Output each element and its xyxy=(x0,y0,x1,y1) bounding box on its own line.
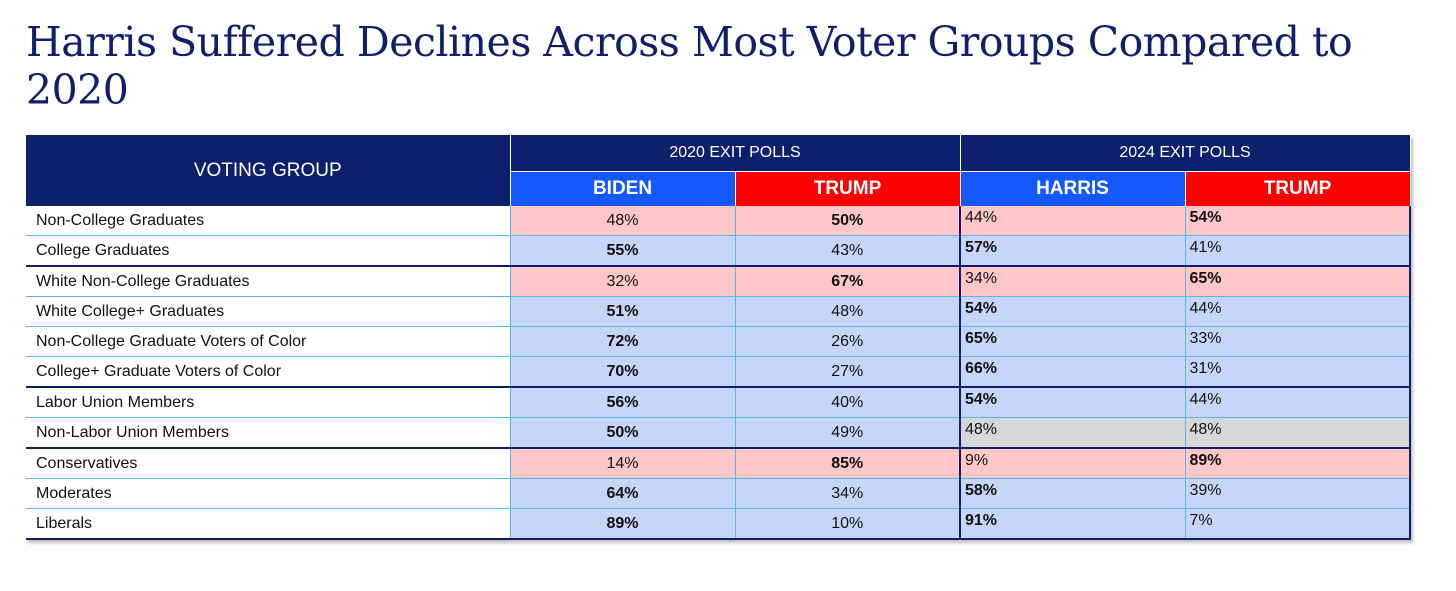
biden-value: 72% xyxy=(510,326,736,357)
harris-value: 9% xyxy=(959,448,1186,479)
biden-value: 48% xyxy=(510,206,736,236)
harris-value: 91% xyxy=(959,508,1186,540)
trump-2020-value: 26% xyxy=(735,326,961,357)
group-label: White College+ Graduates xyxy=(26,296,511,327)
table-row: White Non-College Graduates 32% 67% 34% … xyxy=(26,266,1411,297)
table-row: College+ Graduate Voters of Color 70% 27… xyxy=(26,356,1411,388)
chart-title: Harris Suffered Declines Across Most Vot… xyxy=(26,18,1353,114)
harris-value: 54% xyxy=(959,387,1186,418)
biden-value: 51% xyxy=(510,296,736,327)
harris-value: 48% xyxy=(959,417,1186,449)
group-label: College+ Graduate Voters of Color xyxy=(26,356,511,388)
group-label: Moderates xyxy=(26,478,511,509)
trump-2020-value: 67% xyxy=(735,266,961,297)
harris-value: 66% xyxy=(959,356,1186,388)
trump-2024-value: 31% xyxy=(1185,356,1411,388)
table-row: Labor Union Members 56% 40% 54% 44% xyxy=(26,387,1411,418)
harris-value: 65% xyxy=(959,326,1186,357)
biden-header: BIDEN xyxy=(510,171,736,206)
trump-2024-header: TRUMP xyxy=(1185,171,1411,206)
trump-2024-value: 65% xyxy=(1185,266,1411,297)
harris-value: 57% xyxy=(959,235,1186,267)
trump-2024-value: 33% xyxy=(1185,326,1411,357)
trump-2024-value: 41% xyxy=(1185,235,1411,267)
trump-2020-value: 43% xyxy=(735,235,961,267)
group-label: Conservatives xyxy=(26,448,511,479)
table-row: Conservatives 14% 85% 9% 89% xyxy=(26,448,1411,479)
table-row: Moderates 64% 34% 58% 39% xyxy=(26,478,1411,509)
biden-value: 56% xyxy=(510,387,736,418)
trump-2024-value: 48% xyxy=(1185,417,1411,449)
group-label: White Non-College Graduates xyxy=(26,266,511,297)
group-label: Non-Labor Union Members xyxy=(26,417,511,449)
table-row: College Graduates 55% 43% 57% 41% xyxy=(26,235,1411,267)
biden-value: 50% xyxy=(510,417,736,449)
group-label: College Graduates xyxy=(26,235,511,267)
harris-value: 58% xyxy=(959,478,1186,509)
biden-value: 64% xyxy=(510,478,736,509)
group-label: Non-College Graduates xyxy=(26,206,511,236)
trump-2020-value: 34% xyxy=(735,478,961,509)
voting-group-header: VOTING GROUP xyxy=(26,135,511,206)
biden-value: 55% xyxy=(510,235,736,267)
trump-2020-value: 85% xyxy=(735,448,961,479)
trump-2020-value: 10% xyxy=(735,508,961,540)
table-row: Non-College Graduates 48% 50% 44% 54% xyxy=(26,206,1411,236)
harris-value: 34% xyxy=(959,266,1186,297)
table-row: Non-Labor Union Members 50% 49% 48% 48% xyxy=(26,417,1411,449)
trump-2020-value: 50% xyxy=(735,206,961,236)
biden-value: 89% xyxy=(510,508,736,540)
biden-value: 14% xyxy=(510,448,736,479)
trump-2020-header: TRUMP xyxy=(735,171,961,206)
trump-2020-value: 27% xyxy=(735,356,961,388)
trump-2024-value: 7% xyxy=(1185,508,1411,540)
trump-2020-value: 49% xyxy=(735,417,961,449)
group-label: Non-College Graduate Voters of Color xyxy=(26,326,511,357)
trump-2024-value: 89% xyxy=(1185,448,1411,479)
trump-2020-value: 40% xyxy=(735,387,961,418)
table-row: Liberals 89% 10% 91% 7% xyxy=(26,508,1411,540)
trump-2020-value: 48% xyxy=(735,296,961,327)
year-2024-header: 2024 EXIT POLLS xyxy=(960,135,1411,172)
harris-value: 54% xyxy=(959,296,1186,327)
table-body: Non-College Graduates 48% 50% 44% 54% Co… xyxy=(26,206,1411,540)
harris-value: 44% xyxy=(959,206,1186,236)
trump-2024-value: 54% xyxy=(1185,206,1411,236)
table-row: White College+ Graduates 51% 48% 54% 44% xyxy=(26,296,1411,327)
year-2020-header: 2020 EXIT POLLS xyxy=(510,135,961,172)
trump-2024-value: 44% xyxy=(1185,296,1411,327)
trump-2024-value: 44% xyxy=(1185,387,1411,418)
biden-value: 32% xyxy=(510,266,736,297)
biden-value: 70% xyxy=(510,356,736,388)
trump-2024-value: 39% xyxy=(1185,478,1411,509)
table-row: Non-College Graduate Voters of Color 72%… xyxy=(26,326,1411,357)
exit-poll-table: VOTING GROUP 2020 EXIT POLLS 2024 EXIT P… xyxy=(26,135,1411,540)
harris-header: HARRIS xyxy=(960,171,1186,206)
group-label: Liberals xyxy=(26,508,511,540)
group-label: Labor Union Members xyxy=(26,387,511,418)
